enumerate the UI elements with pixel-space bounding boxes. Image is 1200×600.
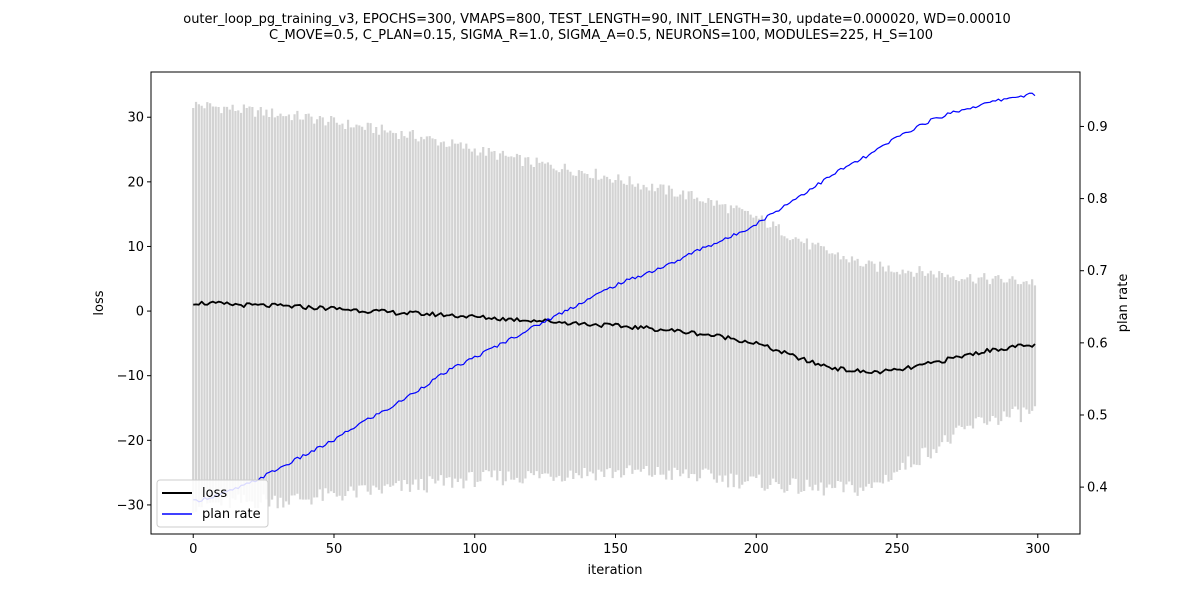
left-y-axis-ticks: −30 −20 −10 0 10 20 30 — [117, 111, 151, 513]
left-y-tick-label: 20 — [127, 175, 144, 190]
legend: loss plan rate — [156, 479, 269, 528]
left-y-tick-label: 30 — [127, 111, 144, 126]
chart-title-line-2: C_MOVE=0.5, C_PLAN=0.15, SIGMA_R=1.0, SI… — [269, 28, 933, 43]
x-tick-label: 0 — [189, 542, 197, 557]
loss-line — [193, 300, 1036, 375]
x-axis-ticks: 0 50 100 150 200 250 300 — [189, 534, 1050, 557]
left-y-tick-label: −20 — [117, 434, 144, 449]
right-y-tick-label: 0.8 — [1087, 192, 1108, 207]
left-y-tick-label: 0 — [136, 305, 144, 320]
plan-rate-line — [193, 92, 1036, 503]
right-y-tick-label: 0.7 — [1087, 264, 1108, 279]
legend-plan-rate-label: plan rate — [202, 507, 261, 522]
right-y-axis-label: plan rate — [1116, 274, 1131, 333]
left-y-axis-label: loss — [92, 290, 107, 315]
legend-box — [156, 479, 269, 528]
x-tick-label: 100 — [462, 542, 487, 557]
series-lines — [193, 92, 1036, 503]
right-y-axis-ticks: 0.4 0.5 0.6 0.7 0.8 0.9 — [1080, 120, 1108, 496]
x-tick-label: 200 — [744, 542, 769, 557]
left-y-tick-label: −30 — [117, 498, 144, 513]
x-tick-label: 150 — [603, 542, 628, 557]
left-y-tick-label: 10 — [127, 240, 144, 255]
chart-title-line-1: outer_loop_pg_training_v3, EPOCHS=300, V… — [183, 12, 1011, 27]
x-tick-label: 300 — [1025, 542, 1050, 557]
x-tick-label: 250 — [885, 542, 910, 557]
left-y-tick-label: −10 — [117, 369, 144, 384]
right-y-tick-label: 0.5 — [1087, 408, 1108, 423]
x-axis-label: iteration — [588, 563, 643, 578]
right-y-tick-label: 0.9 — [1087, 120, 1108, 135]
x-tick-label: 50 — [326, 542, 343, 557]
right-y-tick-label: 0.6 — [1087, 336, 1108, 351]
right-y-tick-label: 0.4 — [1087, 481, 1108, 496]
legend-loss-label: loss — [202, 486, 227, 501]
